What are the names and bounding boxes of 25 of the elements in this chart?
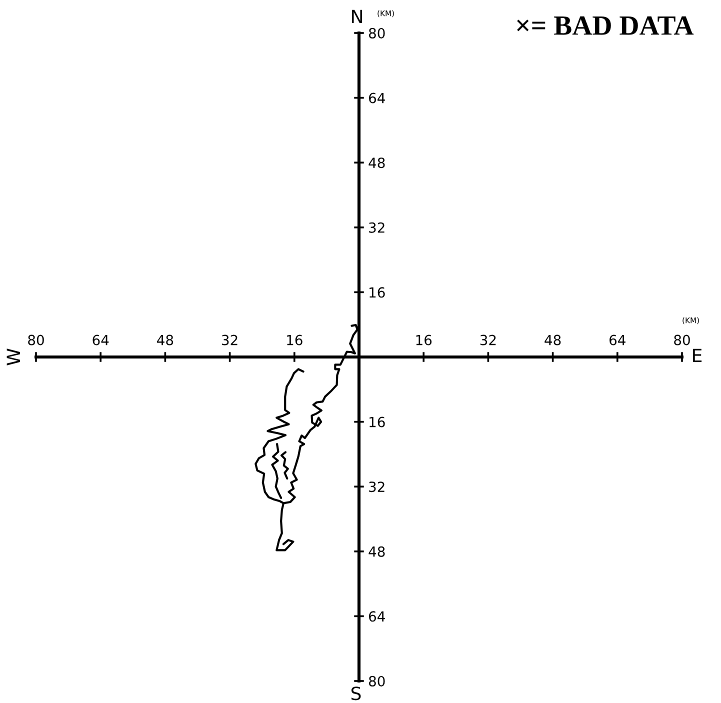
y-tick-label: 64: [369, 92, 385, 104]
y-tick-label: 32: [369, 222, 384, 233]
text: E: [693, 348, 702, 362]
x-tick-label: 32: [222, 334, 238, 346]
y-tick-label: 80: [368, 676, 385, 686]
y-tick-label: 48: [368, 546, 385, 557]
x-tick-label: 48: [544, 334, 561, 346]
y-tick-label: 16: [370, 416, 385, 428]
y-tick-label: 16: [370, 287, 385, 298]
y-tick-label: 32: [369, 482, 384, 492]
x-tick-label: 64: [610, 334, 626, 346]
text: S: [351, 686, 361, 700]
x-tick-label: 48: [157, 334, 174, 346]
y-tick-label: 80: [368, 28, 385, 38]
x-tick-label: 16: [287, 334, 302, 346]
text: W: [6, 348, 20, 366]
y-tick-label: 64: [369, 611, 385, 622]
text: N: [352, 10, 362, 23]
x-tick-label: 32: [480, 334, 496, 346]
x-tick-label: 16: [416, 334, 432, 346]
x-tick-label: 64: [92, 334, 109, 346]
x-tick-label: 80: [28, 334, 44, 346]
annotation: ×= BAD DATA: [517, 16, 694, 35]
x-tick-label: 80: [674, 334, 690, 346]
y-tick-label: 48: [368, 158, 385, 168]
